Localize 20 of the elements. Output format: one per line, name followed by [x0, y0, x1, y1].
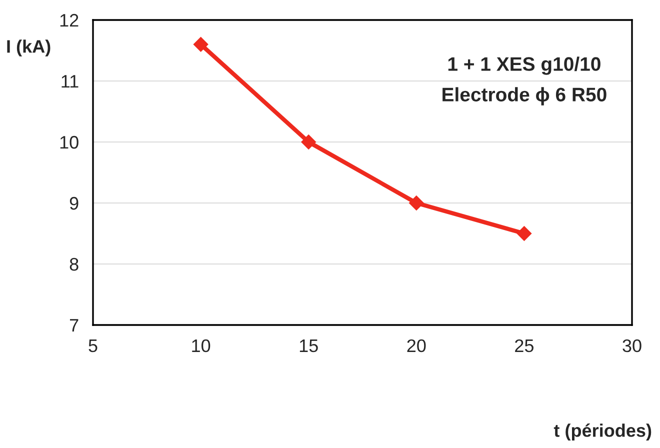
x-tick-label: 5 — [88, 340, 98, 352]
point — [301, 134, 316, 150]
x-tick-label: 10 — [192, 339, 210, 352]
x-tick-label: 30 — [622, 339, 642, 352]
annotation: 1 + 1 XES g10/10 — [448, 56, 600, 75]
point — [193, 37, 208, 52]
point — [516, 226, 532, 241]
x-axis-title: t (périodes) — [554, 424, 652, 440]
y-tick-label: 8 — [70, 258, 78, 271]
x-tick-label: 25 — [515, 339, 534, 352]
y-tick-label: 10 — [60, 136, 78, 149]
annotation: Electrode ϕ 6 R50 — [442, 87, 606, 106]
x-tick-label: 20 — [407, 339, 426, 352]
y-tick-label: 12 — [60, 14, 78, 27]
y-axis-title: I (kA) — [7, 40, 50, 56]
point — [409, 196, 424, 210]
y-tick-label: 11 — [62, 75, 78, 88]
y-tick-label: 7 — [70, 319, 78, 332]
y-tick-label: 9 — [70, 196, 78, 210]
x-tick-label: 15 — [300, 340, 318, 352]
